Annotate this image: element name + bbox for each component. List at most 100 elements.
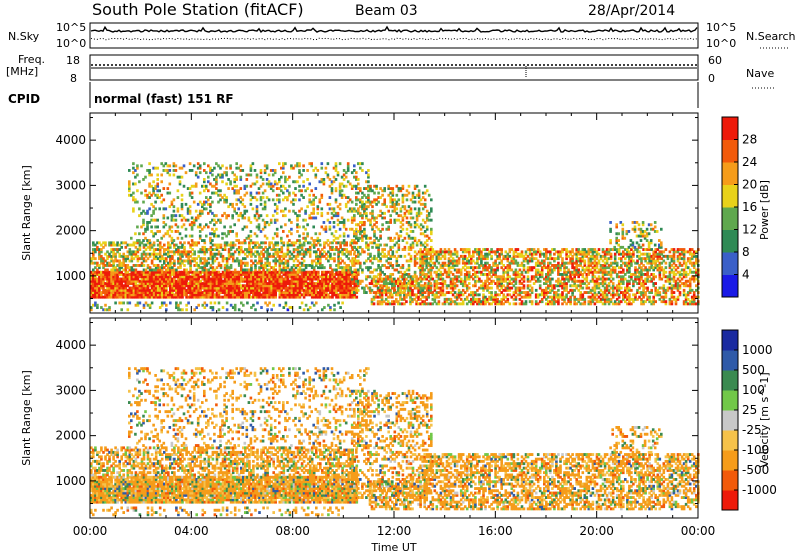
power-cell	[235, 284, 239, 288]
power-cell	[302, 295, 306, 299]
power-cell	[589, 295, 593, 299]
power-cell	[183, 250, 186, 254]
power-cell	[323, 243, 326, 247]
power-cell	[304, 282, 308, 285]
power-cell	[339, 286, 342, 290]
power-cell	[290, 270, 294, 274]
power-cell	[423, 300, 426, 304]
power-cell	[179, 250, 182, 254]
power-cell	[156, 248, 160, 251]
power-cell	[345, 241, 348, 245]
power-cell	[207, 282, 211, 285]
power-cell	[367, 198, 370, 202]
power-cell	[461, 300, 465, 304]
power-cell	[577, 297, 580, 301]
power-cell	[235, 234, 238, 238]
power-cell	[357, 254, 360, 258]
power-cell	[350, 221, 354, 224]
power-cell	[269, 218, 273, 222]
power-cell	[559, 284, 562, 288]
power-cell	[169, 293, 172, 297]
power-cell	[169, 277, 172, 281]
power-cell	[453, 300, 457, 304]
power-cell	[250, 241, 253, 245]
power-cell	[179, 257, 182, 261]
power-cell	[401, 282, 404, 285]
power-cell	[326, 173, 330, 177]
power-cell	[223, 198, 226, 202]
power-cell	[429, 288, 433, 292]
power-cell	[405, 189, 409, 193]
power-cell	[273, 209, 277, 213]
power-cell	[100, 261, 103, 265]
power-cell	[342, 225, 346, 229]
power-cell	[223, 284, 227, 288]
power-cell	[403, 282, 406, 285]
power-cell	[189, 266, 192, 270]
power-cell	[461, 284, 465, 288]
power-cell	[176, 230, 180, 233]
power-cell	[488, 277, 491, 281]
power-cell	[571, 284, 574, 288]
power-cell	[334, 187, 338, 190]
power-cell	[102, 288, 105, 292]
power-cell	[257, 227, 261, 231]
power-cell	[124, 264, 128, 267]
power-cell	[423, 284, 427, 288]
power-cell	[255, 211, 259, 215]
power-cell	[510, 295, 514, 299]
power-cell	[128, 266, 132, 270]
power-cell	[342, 221, 346, 224]
power-cell	[158, 241, 162, 245]
power-cell	[235, 270, 239, 274]
power-cell	[553, 302, 556, 306]
power-cell	[391, 266, 395, 270]
power-cell	[579, 286, 582, 290]
power-cell	[185, 254, 188, 258]
power-cell	[227, 288, 231, 292]
power-cell	[423, 277, 426, 281]
power-cell	[231, 284, 235, 288]
power-cell	[389, 264, 392, 267]
power-cell	[270, 273, 273, 276]
power-cell	[173, 259, 176, 263]
power-cell	[174, 169, 178, 172]
power-cell	[290, 257, 294, 261]
power-cell	[500, 286, 503, 290]
power-cell	[498, 288, 501, 292]
power-cell	[492, 300, 495, 304]
power-cell	[221, 270, 225, 274]
power-cell	[268, 293, 271, 297]
power-cell	[203, 162, 206, 166]
power-cell	[120, 273, 123, 276]
power-cell	[284, 196, 287, 199]
power-cell	[288, 282, 292, 285]
power-cell	[176, 196, 180, 199]
power-cell	[203, 266, 207, 270]
power-cell	[229, 288, 233, 292]
power-cell	[384, 282, 388, 285]
power-cell	[593, 291, 597, 294]
power-cell	[417, 211, 421, 215]
power-cell	[264, 250, 267, 254]
power-cell	[260, 288, 263, 292]
power-cell	[257, 225, 261, 229]
power-cell	[254, 288, 257, 292]
power-cell	[502, 277, 505, 281]
power-cell	[421, 243, 425, 247]
power-cell	[108, 291, 111, 294]
power-cell	[377, 191, 380, 195]
power-cell	[260, 252, 263, 256]
power-cell	[320, 211, 324, 215]
power-cell	[270, 241, 273, 245]
power-cell	[373, 191, 376, 195]
power-cell	[407, 209, 411, 213]
power-cell	[184, 234, 188, 238]
power-cell	[189, 284, 192, 288]
power-cell	[371, 227, 374, 231]
power-cell	[302, 291, 306, 294]
power-cell	[94, 273, 97, 276]
power-cell	[259, 169, 263, 172]
power-cell	[181, 286, 184, 290]
power-cell	[217, 264, 221, 267]
